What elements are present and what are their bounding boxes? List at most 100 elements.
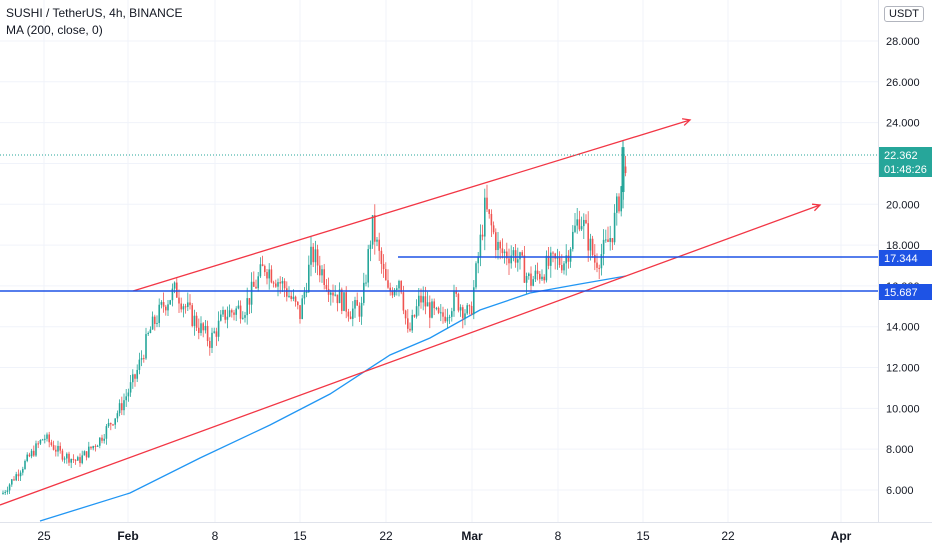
candle-body [574,225,576,232]
candle-body [563,263,565,271]
candle-body [497,241,499,251]
price-tick-label: 6.000 [886,485,914,497]
candle-body [96,445,99,447]
candle-body [552,252,554,254]
candle-body [435,307,438,309]
grid-lines [0,0,878,522]
candle-body [187,302,189,307]
candle-body [160,302,163,305]
candle-body [165,306,167,311]
candle-body [578,219,581,230]
candle-body [224,310,226,320]
candle-body [343,292,345,311]
candle-body [611,238,614,243]
candle-body [250,281,253,305]
candle-body [13,479,15,481]
time-tick-label: 15 [293,529,307,543]
candle-body [536,270,539,274]
last-price-tag-box [879,147,932,177]
candle-body [127,392,130,397]
candle-body [162,302,165,307]
candle-body [503,251,506,254]
candle-body [495,232,497,251]
candle-body [319,265,321,276]
candle-body [90,446,92,449]
candle-body [550,252,552,266]
candle-body [624,166,627,174]
candle-body [101,437,103,441]
currency-button[interactable]: USDT [884,6,924,22]
candle-body [55,449,57,452]
candle-body [413,315,416,317]
candle-body [600,254,603,269]
candle-body [616,196,618,213]
candle-body [440,312,442,314]
candle-body [418,295,420,307]
last-price-tag-text: 22.362 [884,150,918,162]
candle-body [589,238,592,251]
candle-body [341,289,343,311]
candle-body [488,209,490,214]
candle-body [466,305,468,314]
candle-body [596,262,598,268]
candle-body [88,446,90,458]
candle-body [242,317,244,319]
candle-body [114,418,116,425]
candle-body [539,273,541,280]
candle-body [77,457,79,461]
price-tick-label: 24.000 [886,118,920,130]
candle-body [510,255,512,264]
time-tick-label: Mar [461,529,483,543]
candle-body [294,296,297,302]
candle-body [585,219,587,224]
candle-body [268,269,270,279]
candle-body [455,290,457,294]
price-tick-label: 26.000 [886,77,920,89]
candle-body [297,301,299,306]
price-tick-label: 14.000 [886,322,920,334]
candle-body [215,331,218,337]
candle-body [39,440,42,444]
candle-body [259,264,262,277]
candle-body [541,276,543,280]
candle-body [602,239,605,255]
trend-drawings[interactable] [0,118,878,506]
candlesticks [2,140,627,495]
price-axis[interactable]: 6.0008.00010.00012.00014.00016.00018.000… [886,36,920,497]
candle-body [8,484,11,491]
candle-body [169,300,171,305]
candle-body [134,374,136,379]
candle-body [621,147,625,193]
candle-body [68,453,70,463]
time-axis-border [0,522,932,523]
candle-body [457,293,460,311]
candle-body [567,255,570,262]
indicator-title[interactable]: MA (200, close, 0) [6,23,103,37]
candle-body [15,474,17,481]
candle-body [182,306,185,310]
candle-body [462,307,464,319]
candle-body [275,283,277,287]
candle-body [479,234,482,258]
candle-body [545,255,548,281]
candle-body [26,454,28,461]
candle-body [473,287,475,315]
candle-body [206,325,209,341]
candle-body [321,269,323,276]
time-axis[interactable]: 25 Feb 8 15 22 Mar 8 15 22 Apr [37,529,851,543]
candle-body [543,276,545,281]
candle-body [4,491,6,493]
candle-body [17,474,20,477]
candle-body [107,422,110,427]
candle-body [323,269,325,286]
candle-body [400,280,402,293]
candle-body [46,434,48,439]
candle-body [332,292,334,296]
candle-body [385,269,387,281]
symbol-title[interactable]: SUSHI / TetherUS, 4h, BINANCE [6,6,183,20]
candle-body [279,282,281,284]
candle-body [136,369,138,379]
candle-body [528,273,530,277]
price-tick-label: 28.000 [886,36,920,48]
